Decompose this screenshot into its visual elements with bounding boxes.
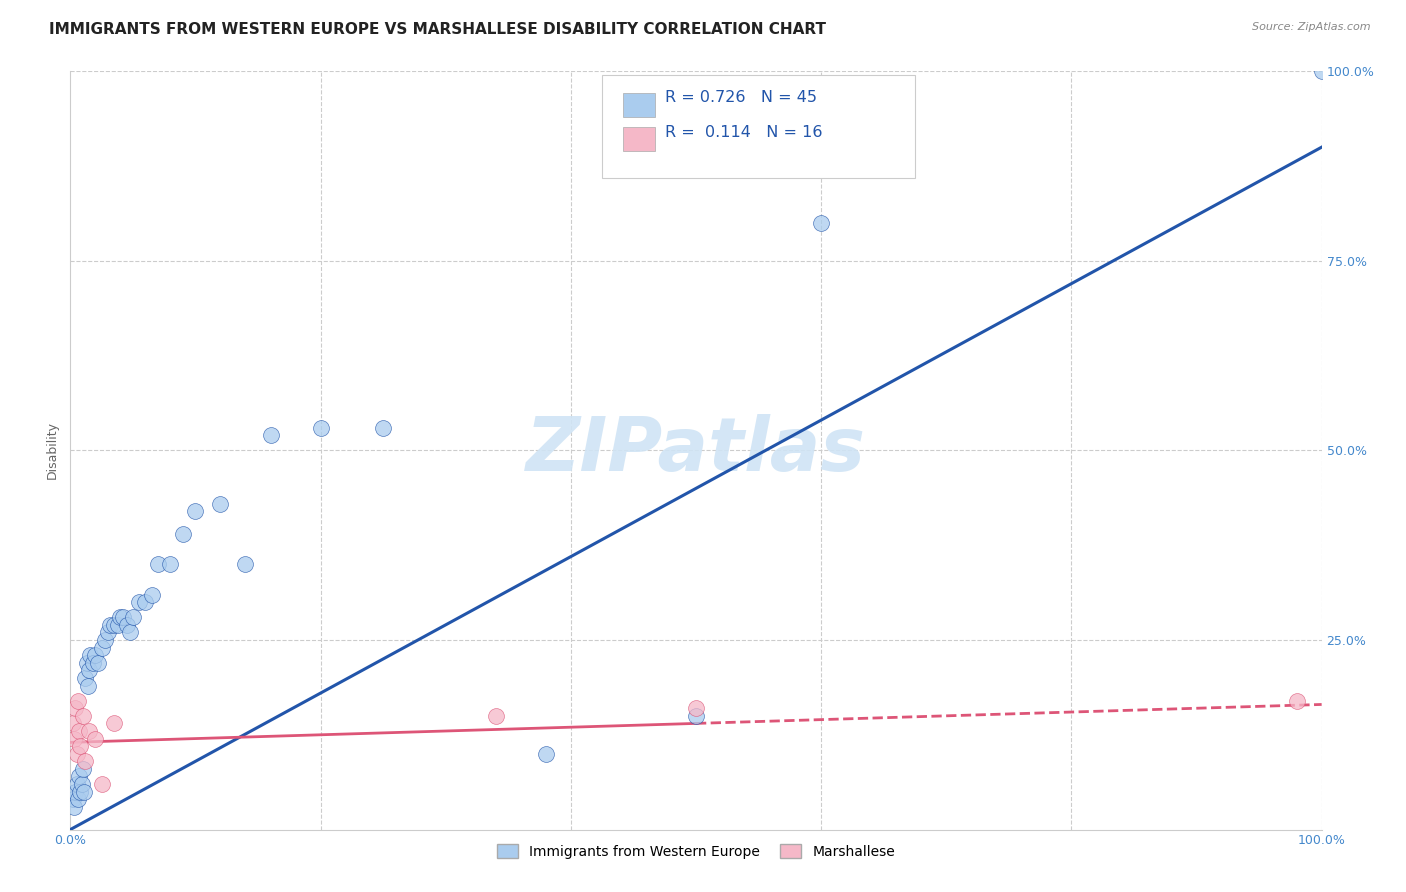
Point: [76, 678, 98, 692]
Point: [87, 656, 110, 670]
Point: [259, 428, 281, 442]
Point: [115, 617, 138, 632]
Point: [77, 724, 100, 739]
Point: [172, 526, 194, 541]
Point: [103, 716, 125, 731]
Point: [159, 557, 181, 572]
Point: [65, 747, 87, 761]
Point: [103, 617, 125, 632]
Point: [146, 557, 169, 572]
Point: [120, 625, 142, 640]
FancyBboxPatch shape: [602, 75, 915, 178]
Point: [309, 421, 332, 435]
Point: [1310, 64, 1333, 78]
Legend: Immigrants from Western Europe, Marshallese: Immigrants from Western Europe, Marshall…: [491, 838, 901, 864]
Point: [69, 739, 91, 753]
Point: [65, 777, 87, 791]
Point: [82, 656, 104, 670]
Point: [65, 701, 87, 715]
Point: [62, 792, 84, 806]
Point: [76, 656, 98, 670]
Point: [235, 557, 257, 572]
Point: [485, 708, 508, 723]
Point: [70, 777, 93, 791]
Point: [67, 769, 90, 784]
Point: [685, 701, 707, 715]
Text: R = 0.726   N = 45: R = 0.726 N = 45: [665, 90, 817, 105]
Text: R =  0.114   N = 16: R = 0.114 N = 16: [665, 125, 823, 139]
Point: [66, 792, 89, 806]
Point: [121, 610, 145, 624]
Point: [63, 800, 86, 814]
Point: [62, 716, 84, 731]
Point: [69, 785, 91, 799]
Point: [810, 216, 832, 230]
Point: [84, 731, 107, 746]
Point: [685, 708, 707, 723]
Point: [77, 664, 100, 678]
Point: [65, 785, 87, 799]
Point: [90, 640, 112, 655]
Point: [534, 747, 557, 761]
Point: [128, 595, 150, 609]
Point: [84, 648, 107, 662]
Point: [107, 617, 129, 632]
Point: [79, 648, 101, 662]
Text: IMMIGRANTS FROM WESTERN EUROPE VS MARSHALLESE DISABILITY CORRELATION CHART: IMMIGRANTS FROM WESTERN EUROPE VS MARSHA…: [49, 22, 827, 37]
FancyBboxPatch shape: [623, 93, 655, 117]
Point: [63, 731, 86, 746]
Point: [72, 762, 94, 776]
Point: [90, 777, 112, 791]
Point: [111, 610, 134, 624]
Point: [66, 694, 89, 708]
Point: [184, 504, 207, 518]
Point: [1285, 694, 1308, 708]
Point: [209, 496, 232, 510]
Point: [67, 724, 90, 739]
Point: [141, 588, 163, 602]
Text: ZIPatlas: ZIPatlas: [526, 414, 866, 487]
Point: [94, 633, 117, 648]
Y-axis label: Disability: Disability: [46, 421, 59, 480]
Point: [134, 595, 156, 609]
Point: [110, 610, 132, 624]
Point: [75, 671, 97, 685]
Point: [97, 625, 120, 640]
Text: Source: ZipAtlas.com: Source: ZipAtlas.com: [1253, 22, 1371, 32]
Point: [98, 617, 121, 632]
Point: [73, 785, 96, 799]
Point: [371, 421, 394, 435]
Point: [75, 755, 97, 769]
Point: [72, 708, 94, 723]
FancyBboxPatch shape: [623, 127, 655, 151]
